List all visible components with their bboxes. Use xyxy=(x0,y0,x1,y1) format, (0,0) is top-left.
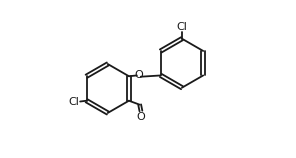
Text: O: O xyxy=(134,70,143,80)
Text: O: O xyxy=(136,112,145,122)
Text: Cl: Cl xyxy=(176,22,187,32)
Text: Cl: Cl xyxy=(68,97,79,106)
